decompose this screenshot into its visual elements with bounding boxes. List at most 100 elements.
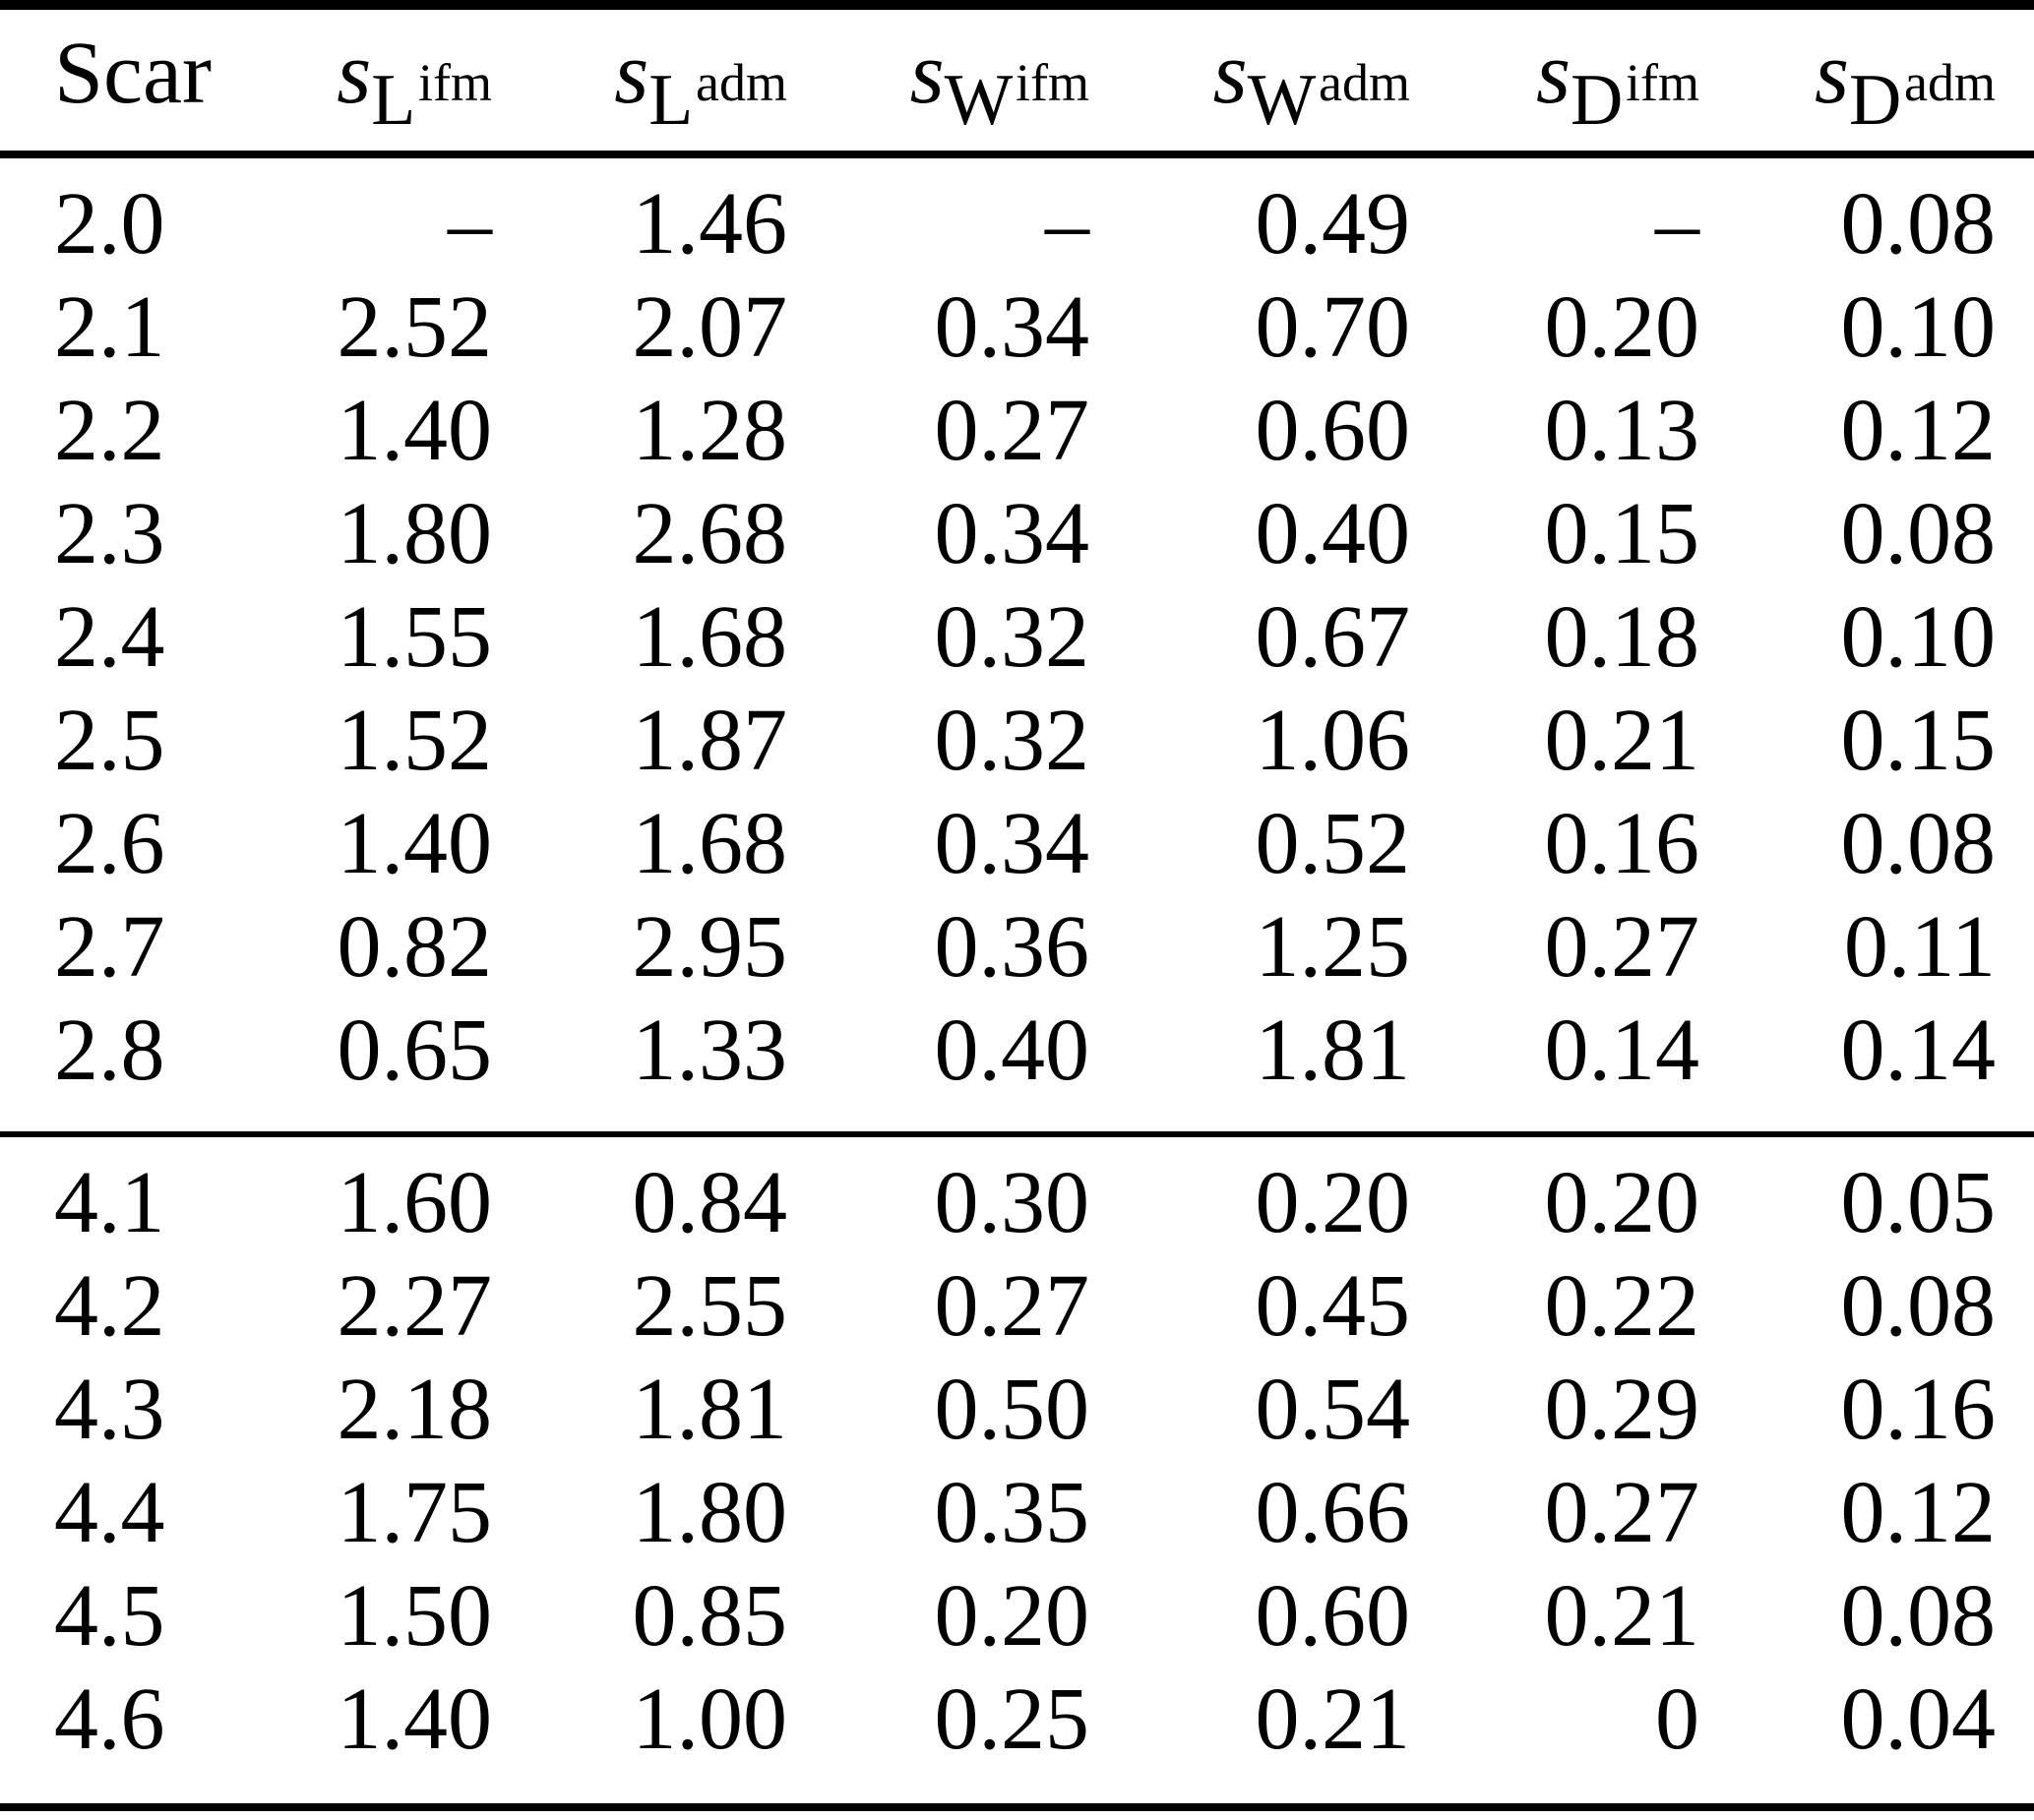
cell-value: 0.10 (1840, 278, 1997, 376)
cell-value: 1.55 (337, 588, 493, 686)
cell-value: 0.40 (934, 1001, 1090, 1099)
cell-scar-id: 2.8 (54, 1001, 165, 1099)
symbol-s: s (909, 25, 945, 122)
table-row: 4.3 2.18 1.81 0.50 0.54 0.29 0.16 (0, 1358, 2034, 1461)
cell-value: 0.20 (1544, 278, 1700, 376)
cell-value: 0.04 (1840, 1670, 1997, 1768)
cell-value: 0.29 (1544, 1361, 1700, 1458)
cell-value: 0.21 (1544, 692, 1700, 789)
col-header-scar: Scar (54, 25, 212, 122)
cell-value: 0.40 (1255, 485, 1411, 582)
cell-value: 0.08 (1840, 795, 1997, 892)
cell-value: 1.40 (337, 382, 493, 479)
cell-value: 1.00 (632, 1670, 788, 1768)
cell-scar-id: 4.1 (54, 1154, 165, 1251)
cell-value: 0.13 (1544, 382, 1700, 479)
cell-value: 0.15 (1840, 692, 1997, 789)
cell-value: 0.34 (934, 278, 1090, 376)
cell-scar-id: 2.1 (54, 278, 165, 376)
cell-value: 1.81 (1255, 1001, 1411, 1099)
cell-value: 0.66 (1255, 1464, 1411, 1561)
cell-value: 0.08 (1840, 1567, 1997, 1665)
symbol-s: s (1212, 25, 1248, 122)
cell-scar-id: 2.4 (54, 588, 165, 686)
cell-scar-id: 2.6 (54, 795, 165, 892)
cell-scar-id: 2.0 (54, 175, 165, 273)
cell-value: 0.82 (337, 898, 493, 996)
cell-value: 1.81 (632, 1361, 788, 1458)
cell-value: 0.08 (1840, 175, 1997, 273)
cell-scar-id: 4.2 (54, 1257, 165, 1355)
cell-value: 1.50 (337, 1567, 493, 1665)
cell-value: 0.15 (1544, 485, 1700, 582)
cell-value: 0.50 (934, 1361, 1090, 1458)
table-header: Scar sLifm sLadm sWifm sWadm sDifm sDadm (0, 5, 2034, 154)
cell-value: 0.08 (1840, 1257, 1997, 1355)
cell-value: – (448, 175, 492, 273)
cell-value: 1.33 (632, 1001, 788, 1099)
cell-value: 1.60 (337, 1154, 493, 1251)
cell-value: 0.84 (632, 1154, 788, 1251)
cell-scar-id: 4.5 (54, 1567, 165, 1665)
cell-value: 0.16 (1544, 795, 1700, 892)
symbol-s: s (1535, 25, 1572, 122)
table-row: 2.1 2.52 2.07 0.34 0.70 0.20 0.10 (0, 275, 2034, 379)
cell-value: 2.55 (632, 1257, 788, 1355)
cell-scar-id: 4.4 (54, 1464, 165, 1561)
col-header-s-d-ifm: sDifm (1410, 5, 1699, 154)
table-row: 4.2 2.27 2.55 0.27 0.45 0.22 0.08 (0, 1254, 2034, 1358)
cell-value: 0.65 (337, 1001, 493, 1099)
symbol-superscript: ifm (1016, 53, 1089, 113)
header-row: Scar sLifm sLadm sWifm sWadm sDifm sDadm (0, 5, 2034, 154)
cell-value: 0.32 (934, 692, 1090, 789)
cell-value: 0.20 (934, 1567, 1090, 1665)
table-row: 4.4 1.75 1.80 0.35 0.66 0.27 0.12 (0, 1461, 2034, 1564)
cell-value: 0.35 (934, 1464, 1090, 1561)
table-row: 2.8 0.65 1.33 0.40 1.81 0.14 0.14 (0, 999, 2034, 1134)
cell-value: 1.46 (632, 175, 788, 273)
cell-value: 0.60 (1255, 1567, 1411, 1665)
cell-value: 0.54 (1255, 1361, 1411, 1458)
cell-value: 0.21 (1544, 1567, 1700, 1665)
symbol-subscript: D (1849, 59, 1902, 141)
col-header-s-d-adm: sDadm (1699, 5, 2034, 154)
cell-scar-id: 4.3 (54, 1361, 165, 1458)
symbol-s: s (337, 25, 372, 122)
cell-value: 0.49 (1255, 175, 1411, 273)
cell-value: 0.16 (1840, 1361, 1997, 1458)
cell-value: 0.34 (934, 485, 1090, 582)
cell-value: 0.60 (1255, 382, 1411, 479)
cell-value: 0.30 (934, 1154, 1090, 1251)
cell-value: 0.36 (934, 898, 1090, 996)
symbol-superscript: adm (696, 53, 787, 113)
symbol-subscript: L (648, 59, 694, 141)
cell-value: 2.18 (337, 1361, 493, 1458)
cell-value: 0.27 (1544, 898, 1700, 996)
symbol-subscript: W (944, 59, 1014, 141)
symbol-superscript: adm (1319, 53, 1410, 113)
cell-value: 2.52 (337, 278, 493, 376)
cell-value: 0.32 (934, 588, 1090, 686)
cell-value: 1.40 (337, 1670, 493, 1768)
cell-value: 1.68 (632, 588, 788, 686)
table-row: 4.5 1.50 0.85 0.20 0.60 0.21 0.08 (0, 1564, 2034, 1668)
table-row: 2.7 0.82 2.95 0.36 1.25 0.27 0.11 (0, 895, 2034, 999)
table-row: 4.1 1.60 0.84 0.30 0.20 0.20 0.05 (0, 1134, 2034, 1254)
cell-value: 1.25 (1255, 898, 1411, 996)
table-row: 2.3 1.80 2.68 0.34 0.40 0.15 0.08 (0, 482, 2034, 585)
symbol-s: s (614, 25, 649, 122)
cell-value: 0.45 (1255, 1257, 1411, 1355)
table-row: 2.4 1.55 1.68 0.32 0.67 0.18 0.10 (0, 585, 2034, 689)
symbol-superscript: ifm (1626, 53, 1699, 113)
cell-value: 0.67 (1255, 588, 1411, 686)
cell-value: 2.07 (632, 278, 788, 376)
cell-value: 0.08 (1840, 485, 1997, 582)
cell-value: 0.10 (1840, 588, 1997, 686)
col-header-s-l-adm: sLadm (492, 5, 787, 154)
cell-value: 1.68 (632, 795, 788, 892)
cell-value: 1.52 (337, 692, 493, 789)
cell-value: 0.14 (1840, 1001, 1997, 1099)
cell-value: 1.40 (337, 795, 493, 892)
cell-value: 0.27 (934, 1257, 1090, 1355)
